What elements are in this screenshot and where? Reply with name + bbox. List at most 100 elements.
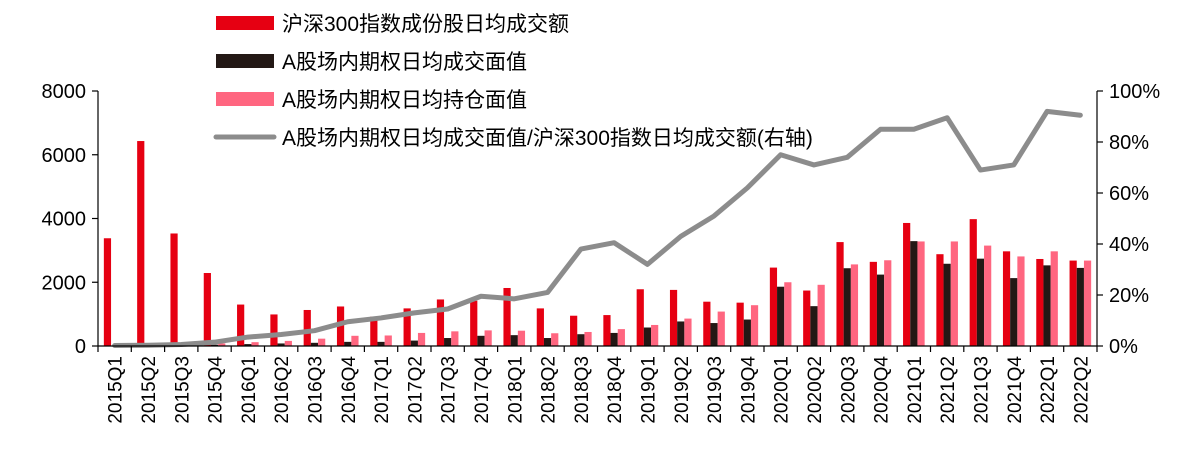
bar-2-2019Q3 xyxy=(710,323,718,346)
bar-3-2018Q2 xyxy=(551,333,559,346)
legend-swatch-3 xyxy=(216,92,274,106)
x-tick-label: 2021Q3 xyxy=(971,356,992,424)
left-tick-label: 8000 xyxy=(42,81,87,103)
x-tick-label: 2018Q3 xyxy=(572,356,593,424)
x-tick-label: 2021Q2 xyxy=(938,356,959,424)
x-tick-label: 2016Q4 xyxy=(339,356,360,424)
bar-2-2019Q4 xyxy=(743,319,751,346)
bar-1-2021Q3 xyxy=(969,219,977,346)
x-tick-label: 2019Q2 xyxy=(672,356,693,424)
bar-3-2018Q3 xyxy=(584,331,592,346)
legend-swatch-1 xyxy=(216,16,274,30)
bar-3-2021Q2 xyxy=(950,241,958,346)
x-tick-label: 2020Q3 xyxy=(838,356,859,424)
line-layer xyxy=(112,108,1083,348)
bar-1-2022Q2 xyxy=(1069,260,1077,346)
legend: 沪深300指数成份股日均成交额 A股场内期权日均成交面值 A股场内期权日均持仓面值 A… xyxy=(213,13,813,150)
bar-1-2018Q4 xyxy=(603,315,611,346)
bar-1-2016Q2 xyxy=(270,314,278,346)
right-tick-label: 80% xyxy=(1109,132,1149,154)
bar-2-2018Q4 xyxy=(610,332,618,346)
bar-1-2017Q3 xyxy=(436,299,445,346)
bar-1-2017Q4 xyxy=(470,300,478,346)
bar-2-2018Q3 xyxy=(577,334,585,346)
bar-1-2020Q1 xyxy=(769,267,778,346)
bar-3-2021Q1 xyxy=(917,241,925,346)
x-tick-label: 2018Q1 xyxy=(505,356,526,424)
bar-1-2016Q1 xyxy=(237,304,245,346)
bar-2-2021Q4 xyxy=(1010,278,1018,346)
x-tick-label: 2019Q1 xyxy=(638,356,659,424)
ratio-line-series xyxy=(112,108,1083,348)
bar-1-2015Q1 xyxy=(103,238,112,346)
right-tick-label: 100% xyxy=(1109,81,1160,103)
bar-1-2020Q2 xyxy=(803,290,811,346)
bar-3-2022Q1 xyxy=(1050,251,1058,346)
bar-3-2015Q4 xyxy=(218,343,226,346)
bar-1-2018Q3 xyxy=(570,315,578,346)
x-tick-label: 2019Q3 xyxy=(705,356,726,424)
bar-1-2015Q2 xyxy=(137,141,145,346)
bar-1-2016Q3 xyxy=(303,309,311,346)
bar-1-2019Q3 xyxy=(703,301,711,346)
x-tick-label: 2015Q3 xyxy=(172,356,193,424)
bar-3-2019Q3 xyxy=(717,311,725,346)
bar-2-2017Q1 xyxy=(377,341,385,346)
bar-3-2016Q4 xyxy=(351,335,359,346)
bar-3-2019Q2 xyxy=(684,318,692,346)
right-tick-label: 40% xyxy=(1109,234,1149,256)
bar-2-2016Q2 xyxy=(277,343,285,346)
legend-swatch-2 xyxy=(216,54,274,68)
x-tick-label: 2015Q4 xyxy=(206,356,227,424)
x-tick-label: 2018Q2 xyxy=(539,356,560,424)
left-tick-label: 0 xyxy=(75,336,86,358)
legend-label-1: 沪深300指数成份股日均成交额 xyxy=(282,13,569,36)
bar-1-2021Q2 xyxy=(936,254,944,346)
x-tick-label: 2017Q2 xyxy=(405,356,426,424)
bar-3-2020Q4 xyxy=(884,260,892,346)
bar-3-2021Q3 xyxy=(984,245,992,346)
x-tick-label: 2015Q2 xyxy=(139,356,160,424)
bar-3-2020Q1 xyxy=(784,282,792,346)
bar-2-2021Q1 xyxy=(910,241,918,346)
bar-1-2018Q1 xyxy=(503,287,511,346)
left-tick-label: 2000 xyxy=(42,272,87,294)
bar-1-2015Q3 xyxy=(170,233,178,346)
bar-2-2017Q2 xyxy=(410,340,418,346)
x-tick-label: 2017Q4 xyxy=(472,356,493,424)
bar-2-2017Q4 xyxy=(477,335,485,346)
x-tick-label: 2022Q1 xyxy=(1038,356,1059,424)
bar-3-2018Q4 xyxy=(617,329,625,346)
legend-label-2: A股场内期权日均成交面值 xyxy=(282,51,527,74)
bar-2-2019Q2 xyxy=(677,321,685,346)
bar-1-2018Q2 xyxy=(536,308,544,346)
bar-2-2022Q2 xyxy=(1076,267,1084,346)
bar-3-2018Q1 xyxy=(517,330,526,346)
bar-1-2017Q1 xyxy=(370,316,378,346)
x-tick-label: 2018Q4 xyxy=(605,356,626,424)
bar-2-2021Q2 xyxy=(943,263,951,346)
bar-1-2021Q4 xyxy=(1002,251,1011,346)
bar-2-2020Q1 xyxy=(777,286,785,346)
left-tick-label: 6000 xyxy=(42,145,87,167)
bar-1-2019Q1 xyxy=(636,289,644,346)
bar-1-2019Q4 xyxy=(736,302,744,346)
bar-3-2016Q3 xyxy=(318,338,326,346)
bar-2-2016Q4 xyxy=(344,341,352,346)
bar-1-2015Q4 xyxy=(203,273,211,346)
bar-3-2017Q3 xyxy=(451,331,459,346)
axes: 0 2000 4000 6000 8000 0% 20% 40% 60% 80% 100% 2015Q… xyxy=(42,81,1161,424)
x-tick-label: 2017Q1 xyxy=(372,356,393,424)
bar-2-2020Q2 xyxy=(810,306,818,346)
x-tick-label: 2015Q1 xyxy=(106,356,127,424)
bar-2-2020Q4 xyxy=(876,274,885,346)
x-tick-label: 2019Q4 xyxy=(738,356,759,424)
bar-1-2020Q3 xyxy=(836,242,844,346)
x-tick-label: 2020Q1 xyxy=(772,356,793,424)
right-tick-label: 0% xyxy=(1109,336,1138,358)
legend-label-3: A股场内期权日均持仓面值 xyxy=(282,89,527,112)
bar-1-2021Q1 xyxy=(903,222,911,346)
right-tick-label: 60% xyxy=(1109,183,1149,205)
x-tick-label: 2020Q4 xyxy=(872,356,893,424)
